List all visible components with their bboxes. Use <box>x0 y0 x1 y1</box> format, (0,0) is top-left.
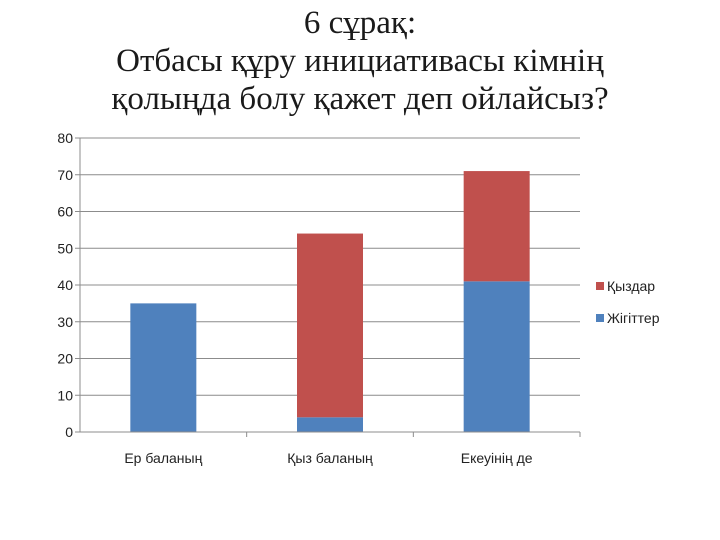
chart-title-line-2: Отбасы құру инициативасы кімнің <box>116 43 604 79</box>
y-tick-label: 20 <box>57 351 73 367</box>
bar-segment <box>463 281 530 432</box>
y-tick-label: 80 <box>57 130 73 146</box>
x-axis: Ер баланың Қыз баланың Екеуінің де <box>80 431 581 466</box>
x-category-label: Қыз баланың <box>287 450 373 466</box>
y-tick-label: 30 <box>57 314 73 330</box>
bar-segment <box>130 303 197 432</box>
y-tick-label: 50 <box>57 240 73 256</box>
bar-segment <box>297 417 363 432</box>
legend-swatch <box>596 314 604 322</box>
bar-segment <box>463 171 530 282</box>
y-tick-label: 60 <box>57 204 73 220</box>
bars <box>130 171 530 432</box>
legend-swatch <box>596 282 604 290</box>
chart-title-line-3: қолыңда болу қажет деп ойлайсыз? <box>111 81 609 117</box>
x-category-label: Екеуінің де <box>461 450 533 466</box>
chart-title-line-1: 6 сұрақ: <box>303 5 417 41</box>
y-tick-label: 70 <box>57 167 73 183</box>
y-tick-label: 0 <box>65 424 73 440</box>
x-category-label: Ер баланың <box>124 450 202 466</box>
legend-entry: Қыздар <box>607 278 655 294</box>
y-tick-label: 10 <box>57 387 73 403</box>
chart-title: 6 сұрақ: Отбасы құру инициативасы кімнің… <box>0 4 720 118</box>
legend-entry: Жігіттер <box>607 310 660 326</box>
y-axis: 0 10 20 30 40 50 60 70 80 <box>57 130 81 440</box>
bar-segment <box>297 233 363 418</box>
y-tick-label: 40 <box>57 277 73 293</box>
legend: Қыздар Жігіттер <box>596 278 660 326</box>
